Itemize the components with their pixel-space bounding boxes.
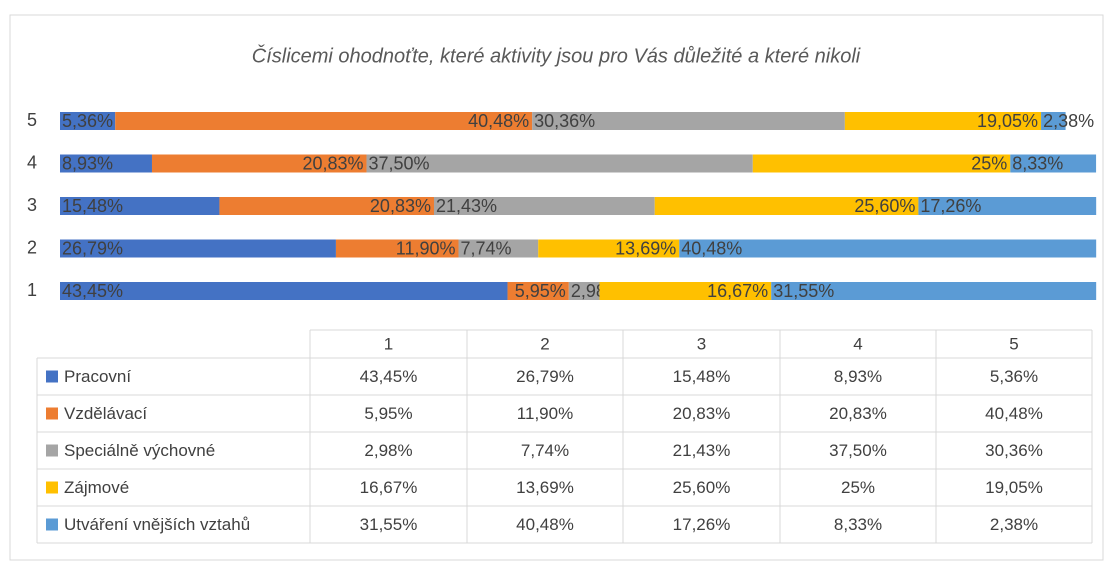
data-label: 2,38% [1043,111,1094,131]
bar-segment [918,197,1097,215]
legend-key [46,370,58,383]
table-header: 2 [540,334,549,353]
y-tick-label: 1 [27,280,37,300]
table-cell: 25,60% [673,478,731,497]
bar-segment [151,154,367,173]
table-cell: 2,98% [364,441,412,460]
table-cell: 20,83% [673,404,731,423]
table-cell: 2,38% [990,515,1038,534]
bar-segment [366,154,753,173]
bar-segment [458,239,539,258]
data-label: 25,60% [854,196,915,216]
bar-segment [844,112,1042,130]
table-cell: 17,26% [673,515,731,534]
table-cell: 40,48% [985,404,1043,423]
data-label: 40,48% [681,238,742,258]
data-label: 20,83% [370,196,431,216]
data-label: 11,90% [396,238,456,258]
bar-segment [771,282,1097,300]
table-cell: 30,36% [985,441,1043,460]
bar-segment [60,239,336,258]
data-label: 5,95% [515,281,566,301]
data-label: 13,69% [615,238,676,258]
data-label: 26,79% [62,238,123,258]
bar-segment [679,239,1097,258]
data-label: 15,48% [62,196,123,216]
bar-segment [538,239,680,258]
table-cell: 21,43% [673,441,731,460]
legend-key [46,444,58,457]
table-cell: 31,55% [360,515,418,534]
table-cell: 40,48% [516,515,574,534]
data-label: 8,93% [62,153,113,173]
table-header: 3 [697,334,706,353]
table-header: 5 [1009,334,1018,353]
data-label: 25% [971,153,1007,173]
table-cell: 5,95% [364,404,412,423]
data-label: 21,43% [436,196,497,216]
bar-segment [433,197,655,215]
bar-segment [654,197,919,215]
table-cell: 37,50% [829,441,887,460]
data-label: 31,55% [773,281,834,301]
bar-segment [752,154,1011,173]
bar-segment [60,282,508,300]
data-label: 30,36% [534,111,595,131]
bar-segment [507,282,569,300]
legend-label: Utváření vnějších vztahů [64,515,250,534]
bar-segment [60,154,152,173]
bar-segment [60,112,116,130]
legend-key [46,481,58,494]
legend-label: Pracovní [64,367,131,386]
data-label: 8,33% [1012,153,1063,173]
bar-segment [115,112,533,130]
data-label: 37,50% [369,153,430,173]
table-cell: 8,33% [834,515,882,534]
table-cell: 11,90% [517,404,573,423]
legend-key [46,518,58,531]
table-cell: 7,74% [521,441,569,460]
bar-segment [1041,112,1066,130]
y-tick-label: 4 [27,152,37,172]
table-header: 4 [853,334,862,353]
bar-segment [219,197,434,215]
y-tick-label: 2 [27,237,37,257]
data-label: 7,74% [461,238,512,258]
table-cell: 8,93% [834,367,882,386]
legend-key [46,407,58,420]
table-cell: 16,67% [360,478,418,497]
data-label: 43,45% [62,281,123,301]
bar-segment [60,197,220,215]
table-cell: 19,05% [985,478,1043,497]
data-label: 20,83% [302,153,363,173]
table-header: 1 [384,334,393,353]
bar-segment [568,282,600,300]
table-cell: 15,48% [673,367,731,386]
table-cell: 20,83% [829,404,887,423]
data-label: 16,67% [707,281,768,301]
table-cell: 26,79% [516,367,574,386]
bar-segment [335,239,459,258]
legend-label: Zájmové [64,478,129,497]
y-tick-label: 5 [27,110,37,130]
chart-title: Číslicemi ohodnoťte, které aktivity jsou… [252,44,861,67]
data-label: 40,48% [468,111,529,131]
data-label: 17,26% [920,196,981,216]
y-tick-label: 3 [27,195,37,215]
table-cell: 43,45% [360,367,418,386]
table-cell: 5,36% [990,367,1038,386]
legend-label: Speciálně výchovné [64,441,215,460]
bar-segment [599,282,772,300]
data-label: 5,36% [62,111,113,131]
table-cell: 25% [841,478,875,497]
legend-label: Vzdělávací [64,404,147,423]
data-label: 19,05% [977,111,1038,131]
bar-segment [1010,154,1097,173]
bar-segment [532,112,845,130]
table-cell: 13,69% [516,478,574,497]
